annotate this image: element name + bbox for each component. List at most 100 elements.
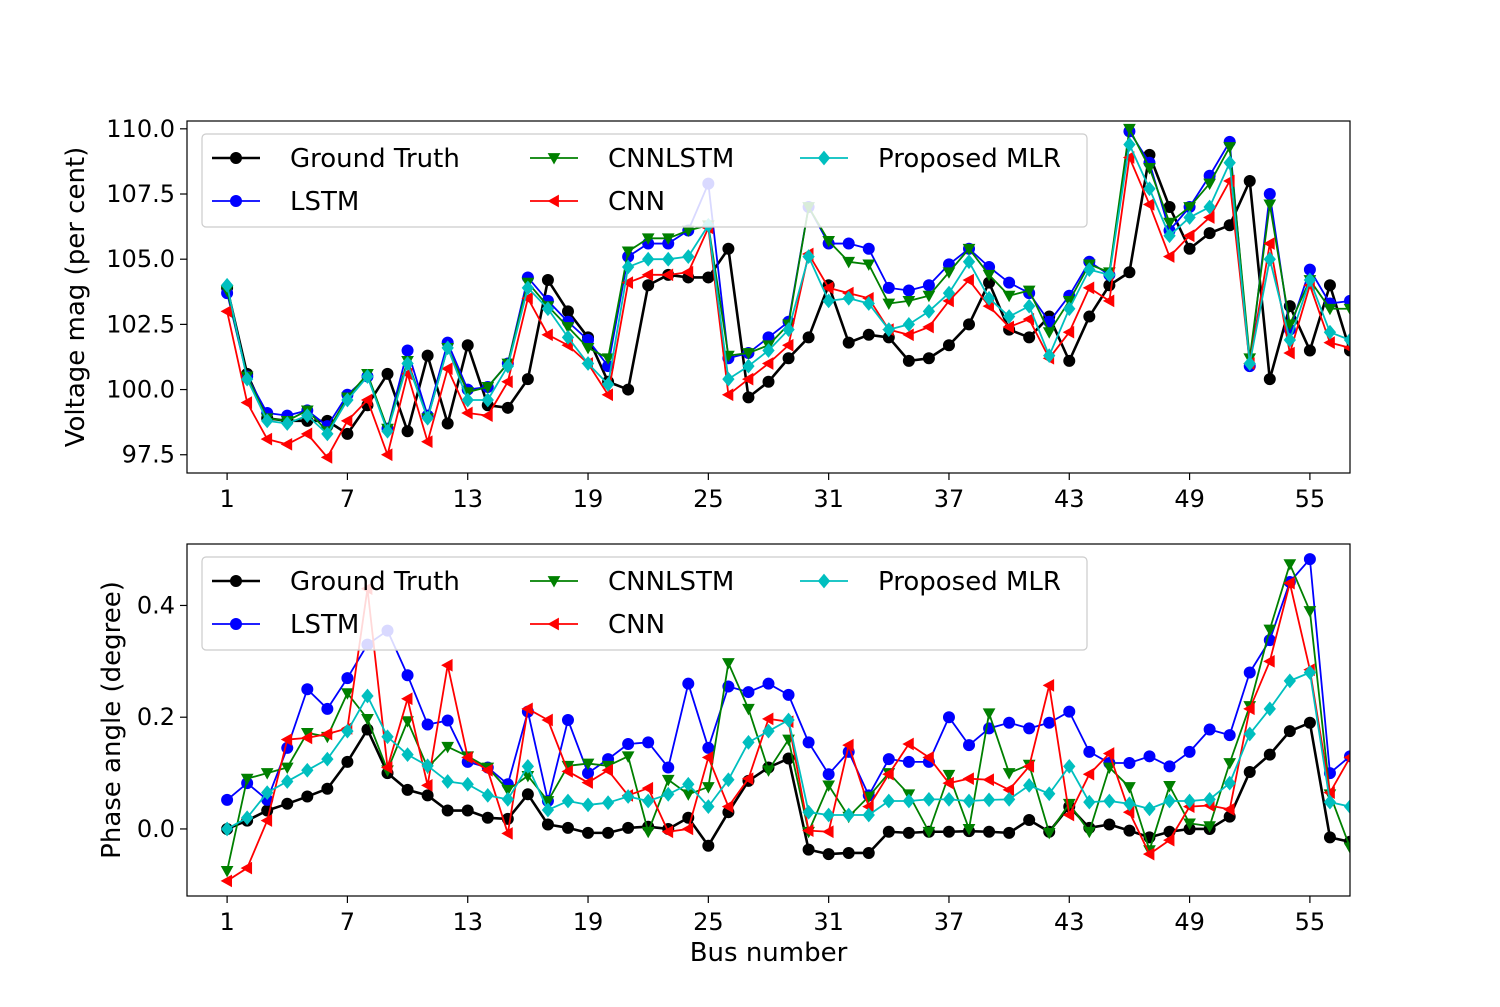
voltage-point-proposed-mlr — [1023, 298, 1036, 314]
voltage-legend-entry-proposed-mlr: Proposed MLR — [800, 144, 1061, 174]
voltage-point-cnn — [501, 375, 513, 389]
phase-point-ground-truth — [902, 826, 915, 839]
phase-point-ground-truth — [602, 826, 615, 839]
phase-point-lstm — [782, 688, 795, 701]
phase-point-cnn — [962, 772, 974, 786]
voltage-point-proposed-mlr — [942, 285, 956, 301]
phase-legend-marker-cnn — [547, 617, 559, 631]
voltage-point-cnnlstm — [1022, 285, 1036, 298]
phase-point-cnn — [802, 824, 814, 837]
voltage-point-cnnlstm — [561, 322, 575, 334]
phase-point-lstm — [1223, 729, 1236, 742]
phase-point-ground-truth — [1103, 818, 1116, 831]
phase-point-proposed-mlr — [1163, 793, 1176, 809]
voltage-point-ground-truth — [441, 417, 454, 430]
phase-point-proposed-mlr — [1043, 786, 1056, 802]
phase-point-ground-truth — [802, 843, 815, 856]
voltage-point-ground-truth — [862, 328, 875, 341]
voltage-point-cnnlstm — [1323, 303, 1337, 316]
voltage-point-proposed-mlr — [281, 416, 294, 431]
phase-point-proposed-mlr — [361, 688, 374, 704]
phase-point-proposed-mlr — [1083, 794, 1096, 810]
phase-point-proposed-mlr — [501, 791, 514, 807]
voltage-point-cnn — [461, 406, 473, 420]
phase-point-lstm — [682, 677, 695, 690]
voltage-point-proposed-mlr — [682, 249, 695, 264]
phase-point-proposed-mlr — [1023, 777, 1036, 793]
voltage-point-proposed-mlr — [722, 371, 735, 387]
phase-point-cnnlstm — [240, 773, 254, 786]
voltage-plot-area — [220, 123, 1350, 464]
phase-point-cnn — [380, 761, 393, 774]
voltage-point-proposed-mlr — [742, 358, 755, 374]
phase-point-lstm — [642, 736, 655, 749]
voltage-point-proposed-mlr — [1063, 301, 1076, 317]
voltage-point-cnnlstm — [742, 348, 755, 360]
phase-point-cnnlstm — [541, 796, 555, 808]
voltage-legend-label-ground-truth: Ground Truth — [290, 144, 460, 174]
voltage-point-ground-truth — [421, 349, 434, 362]
phase-point-ground-truth — [1263, 748, 1276, 761]
phase-point-proposed-mlr — [1303, 665, 1317, 680]
voltage-point-ground-truth — [501, 401, 514, 414]
voltage-point-ground-truth — [1323, 279, 1336, 292]
phase-point-cnnlstm — [501, 784, 515, 797]
phase-point-cnnlstm — [722, 658, 735, 670]
phase-point-lstm — [802, 736, 815, 749]
phase-point-proposed-mlr — [922, 791, 936, 807]
phase-point-proposed-mlr — [822, 807, 835, 823]
phase-y-tick-label: 0.0 — [137, 815, 175, 843]
phase-point-lstm — [822, 768, 835, 781]
phase-point-cnn — [501, 827, 513, 840]
voltage-point-cnn — [1082, 281, 1095, 295]
phase-x-tick-label: 19 — [573, 908, 604, 936]
voltage-point-cnnlstm — [842, 256, 856, 269]
phase-point-cnnlstm — [1263, 624, 1277, 637]
voltage-point-proposed-mlr — [1203, 199, 1216, 215]
phase-point-cnn — [280, 733, 293, 746]
phase-point-cnn — [661, 825, 674, 839]
phase-y-tick-label: 0.4 — [137, 591, 175, 619]
voltage-y-tick-label: 100.0 — [106, 376, 175, 404]
voltage-point-ground-truth — [622, 383, 635, 396]
phase-point-proposed-mlr — [1223, 775, 1236, 791]
phase-point-proposed-mlr — [241, 810, 254, 826]
phase-point-lstm — [1303, 553, 1316, 566]
voltage-legend-label-proposed-mlr: Proposed MLR — [878, 144, 1061, 174]
phase-legend-label-ground-truth: Ground Truth — [290, 567, 460, 597]
phase-point-cnnlstm — [1163, 781, 1176, 793]
voltage-point-proposed-mlr — [1103, 267, 1116, 283]
voltage-point-proposed-mlr — [1183, 210, 1196, 225]
voltage-point-ground-truth — [1263, 373, 1276, 386]
phase-point-lstm — [1023, 722, 1036, 735]
voltage-point-ground-truth — [521, 373, 534, 386]
phase-point-proposed-mlr — [982, 792, 996, 808]
phase-x-tick-label: 13 — [452, 908, 483, 936]
phase-point-proposed-mlr — [261, 785, 274, 801]
voltage-point-lstm — [922, 279, 935, 292]
voltage-point-proposed-mlr — [922, 303, 936, 319]
phase-point-cnnlstm — [641, 826, 655, 839]
phase-point-cnnlstm — [1103, 762, 1116, 775]
voltage-legend-label-cnnlstm: CNNLSTM — [608, 144, 734, 174]
voltage-point-ground-truth — [642, 279, 655, 292]
voltage-x-tick-label: 1 — [219, 485, 234, 513]
voltage-point-lstm — [882, 281, 895, 294]
phase-plot-area — [220, 553, 1350, 888]
voltage-point-lstm — [862, 242, 875, 255]
phase-point-cnn — [1002, 783, 1015, 797]
phase-point-ground-truth — [341, 755, 354, 768]
phase-point-cnn — [1283, 576, 1295, 590]
phase-point-cnnlstm — [401, 716, 414, 728]
phase-point-proposed-mlr — [702, 799, 715, 814]
voltage-point-cnn — [621, 276, 634, 290]
voltage-legend-entry-cnn: CNN — [530, 187, 665, 217]
voltage-point-proposed-mlr — [1163, 228, 1176, 244]
phase-point-cnn — [300, 731, 313, 745]
voltage-point-proposed-mlr — [762, 343, 775, 358]
voltage-point-ground-truth — [1063, 354, 1076, 367]
voltage-point-ground-truth — [1243, 174, 1256, 187]
voltage-point-ground-truth — [742, 391, 755, 404]
phase-point-cnn — [521, 702, 533, 716]
phase-point-cnnlstm — [220, 865, 234, 878]
